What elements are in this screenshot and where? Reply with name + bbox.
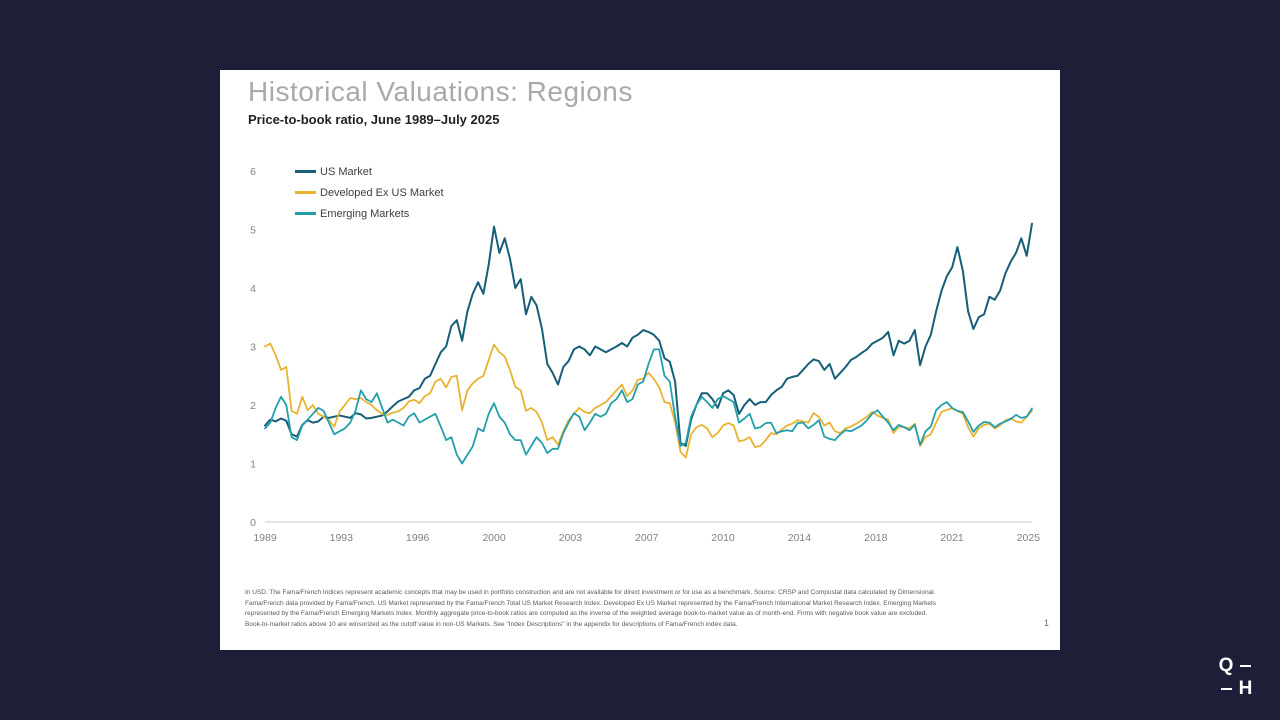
y-tick-label: 4 <box>250 283 256 295</box>
footnote: In USD. The Fama/French Indices represen… <box>245 588 1035 630</box>
legend-item-emerging-markets: Emerging Markets <box>295 203 444 224</box>
logo-letter-h: H <box>1238 678 1253 699</box>
page-number: 1 <box>1043 618 1049 628</box>
x-tick-label: 2007 <box>635 532 659 544</box>
x-tick-label: 2025 <box>1017 532 1041 544</box>
logo-dash-top <box>1240 664 1251 667</box>
legend-label-emerging-markets: Emerging Markets <box>320 207 410 220</box>
y-tick-label: 2 <box>250 400 256 412</box>
us-market-line-swatch <box>295 170 316 173</box>
developed-ex-us-line-swatch <box>295 191 316 194</box>
y-tick-label: 6 <box>250 166 256 178</box>
x-tick-label: 2018 <box>864 532 888 544</box>
footnote-line: In USD. The Fama/French Indices represen… <box>245 589 936 596</box>
x-tick-label: 2000 <box>482 532 506 544</box>
slide: Historical Valuations: Regions Price-to-… <box>220 70 1060 650</box>
footnote-line: represented by the Fama/French Emerging … <box>245 610 928 617</box>
x-tick-label: 1996 <box>406 532 430 544</box>
y-tick-label: 3 <box>250 342 256 354</box>
emerging-markets-line-swatch <box>295 212 316 215</box>
footnote-line: Fama/French data provided by Fama/French… <box>245 599 936 607</box>
slide-title: Historical Valuations: Regions <box>248 76 633 107</box>
x-tick-label: 1989 <box>253 532 277 544</box>
logo-dash-bottom <box>1220 687 1232 690</box>
slide-subtitle: Price-to-book ratio, June 1989–July 2025 <box>248 112 500 127</box>
y-tick-label: 0 <box>250 517 256 529</box>
y-tick-label: 1 <box>250 459 256 471</box>
price-to-book-chart: 0 1 2 3 4 5 6 1989 1993 1996 2000 2003 2007 2010 2014 2… <box>250 166 1041 544</box>
logo-qh: Q H <box>1217 655 1253 699</box>
x-tick-label: 2021 <box>940 532 964 544</box>
chart-legend: US Market Developed Ex US Market Emergin… <box>295 161 444 224</box>
x-tick-label: 2014 <box>788 532 812 544</box>
x-tick-label: 2010 <box>711 532 735 544</box>
x-tick-label: 1993 <box>330 532 354 544</box>
series-line-emerging-markets <box>264 348 1033 465</box>
legend-item-developed-ex-us: Developed Ex US Market <box>295 182 444 203</box>
logo-letter-q: Q <box>1218 655 1234 676</box>
series-line-us-market <box>264 222 1033 447</box>
legend-label-developed-ex-us: Developed Ex US Market <box>320 186 444 199</box>
y-tick-label: 5 <box>250 225 256 237</box>
legend-item-us-market: US Market <box>295 161 444 182</box>
legend-label-us-market: US Market <box>320 165 372 178</box>
x-tick-label: 2003 <box>559 532 583 544</box>
footnote-line: Book-to-market ratios above 10 are winso… <box>245 620 738 628</box>
